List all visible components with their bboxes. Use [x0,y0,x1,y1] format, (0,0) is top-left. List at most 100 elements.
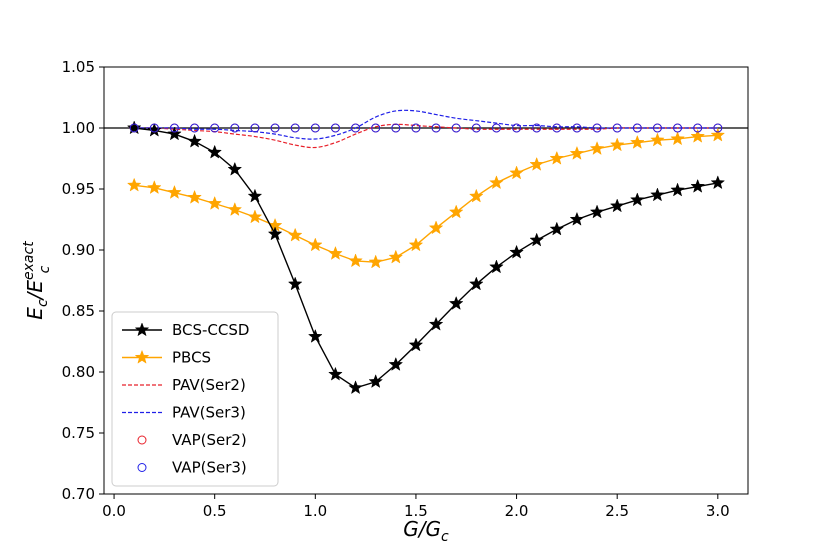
bcs-ccsd-point [670,182,685,197]
pbcs-point [307,237,323,252]
legend-swatch-marker [134,322,150,337]
y-tick-label: 1.05 [62,58,95,76]
pbcs-point [167,184,182,199]
vap-ser3-point [411,123,421,133]
pbcs-point [207,195,223,210]
pbcs-point [448,204,464,219]
bcs-ccsd-point [629,192,645,207]
bcs-ccsd-point [227,161,243,176]
vap-ser3-point [552,123,562,133]
legend: BCS-CCSD PBCS PAV(Ser2) PAV(Ser3) VAP(Ser2) V… [111,311,279,487]
pbcs-point [388,249,404,264]
plot-frame [103,66,749,495]
bcs-ccsd-point [650,187,665,202]
x-tick-label: 1.0 [303,502,327,520]
pbcs-point [529,156,545,171]
vap-ser3-point [673,123,683,133]
bcs-ccsd-point [448,295,464,310]
x-tick-label: 0.0 [102,502,126,520]
pbcs-point [227,202,243,216]
bcs-ccsd-point [167,126,182,141]
vap-ser3-point [190,123,200,133]
bcs-ccsd-point [126,120,142,135]
series-layer [104,109,748,395]
bcs-ccsd-point [609,198,625,213]
bcs-ccsd-point [468,276,484,291]
bcs-ccsd-point [267,226,283,241]
pbcs-point [328,245,343,260]
bcs-ccsd-point [690,178,706,193]
vap-ser3-point [250,123,260,133]
vap-ser3-point [230,123,240,133]
legend-label: BCS-CCSD [172,321,249,339]
pbcs-point [690,128,706,143]
y-tick-label: 0.90 [62,241,95,259]
vap-ser3-point [129,123,139,133]
bcs-ccsd-point [307,328,323,343]
axes [103,66,749,495]
series-pbcs [126,127,726,269]
y-tick-label: 0.80 [62,363,95,381]
series-pav-ser2 [134,123,718,149]
pbcs-point [710,127,726,142]
pbcs-point [569,145,585,160]
bcs-ccsd-point [328,366,343,381]
x-tick-label: 2.5 [605,502,629,520]
pbcs-point [368,254,384,269]
bcs-ccsd-point [368,374,384,388]
legend-swatch-marker [134,349,150,364]
vap-ser3-point [512,123,522,133]
series-pav-ser3 [134,109,718,140]
y-axis-label-sup: exact [21,241,37,280]
legend-item-vap-ser2: VAP(Ser2) [137,431,247,449]
vap-ser3-point [592,123,602,133]
legend-item-pbcs: PBCS [122,349,211,367]
vap-ser3-point [491,123,501,133]
x-tick-label: 2.0 [505,502,529,520]
y-axis-label: Ec/Eexactc [21,241,53,320]
y-axis-label-mid: /E [23,280,47,302]
x-axis-label: G/Gc [403,517,449,545]
bcs-ccsd-point [549,221,565,236]
legend-swatch-marker [137,463,147,472]
bcs-ccsd-point [348,380,363,395]
legend-item-pav-ser2: PAV(Ser2) [122,376,246,394]
vap-ser3-point [451,123,461,133]
y-tick-label: 0.75 [62,424,95,442]
legend-item-bcs-ccsd: BCS-CCSD [122,321,249,339]
bcs-ccsd-point [509,244,524,259]
bcs-ccsd-point [388,356,404,371]
x-axis-label-sub: c [441,529,449,545]
vap-ser3-point [693,123,703,133]
vap-ser3-point [169,123,179,133]
pav-ser3-line [134,109,718,140]
bcs-ccsd-point [710,175,726,190]
bcs-ccsd-point [187,133,202,148]
vap-ser3-point [431,123,441,133]
vap-ser3-point [149,123,159,133]
ticks: 0.0 0.5 1.0 1.5 2.0 2.5 3.0 0.70 0.75 0.80 0.85 0.9… [62,58,730,520]
series-bcs-ccsd [126,120,726,395]
pbcs-point [348,253,363,268]
vap-ser3-point [532,123,542,133]
pbcs-point [589,141,605,155]
pbcs-point [428,220,444,235]
legend-label: PBCS [172,349,211,367]
pbcs-point [609,137,625,152]
bcs-ccsd-point [428,316,444,331]
pbcs-point [549,150,565,165]
legend-label: PAV(Ser3) [172,404,246,422]
vap-ser3-point [371,123,381,133]
bcs-ccsd-point [489,259,504,274]
bcs-ccsd-point [589,204,605,219]
y-axis-label-sub2: c [37,265,53,273]
legend-item-vap-ser3: VAP(Ser3) [137,459,247,477]
pbcs-point [146,180,162,195]
series-vap-ser3 [129,123,723,133]
vap-ser3-point [270,123,280,133]
pbcs-point [489,175,504,190]
pbcs-point [629,134,645,149]
pbcs-line [134,134,718,263]
y-axis-label-sub: c [35,299,51,307]
